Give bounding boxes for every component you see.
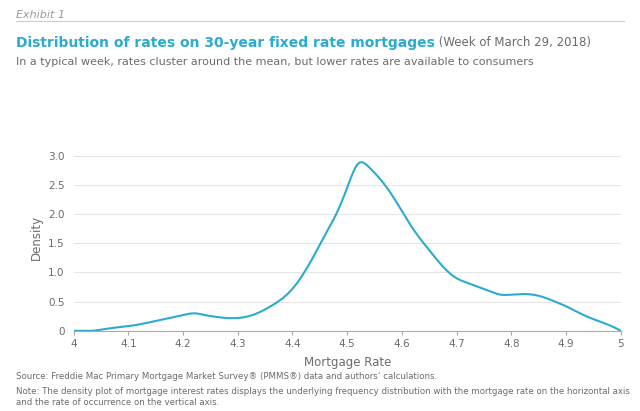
Text: (Week of March 29, 2018): (Week of March 29, 2018) [435,36,591,49]
Text: Note: The density plot of mortgage interest rates displays the underlying freque: Note: The density plot of mortgage inter… [16,387,630,406]
Y-axis label: Density: Density [29,215,42,260]
Text: In a typical week, rates cluster around the mean, but lower rates are available : In a typical week, rates cluster around … [16,57,534,67]
X-axis label: Mortgage Rate: Mortgage Rate [303,356,391,369]
Text: Source: Freddie Mac Primary Mortgage Market Survey® (PMMS®) data and authors’ ca: Source: Freddie Mac Primary Mortgage Mar… [16,372,437,381]
Text: Exhibit 1: Exhibit 1 [16,10,65,20]
Text: Distribution of rates on 30-year fixed rate mortgages: Distribution of rates on 30-year fixed r… [16,36,435,50]
